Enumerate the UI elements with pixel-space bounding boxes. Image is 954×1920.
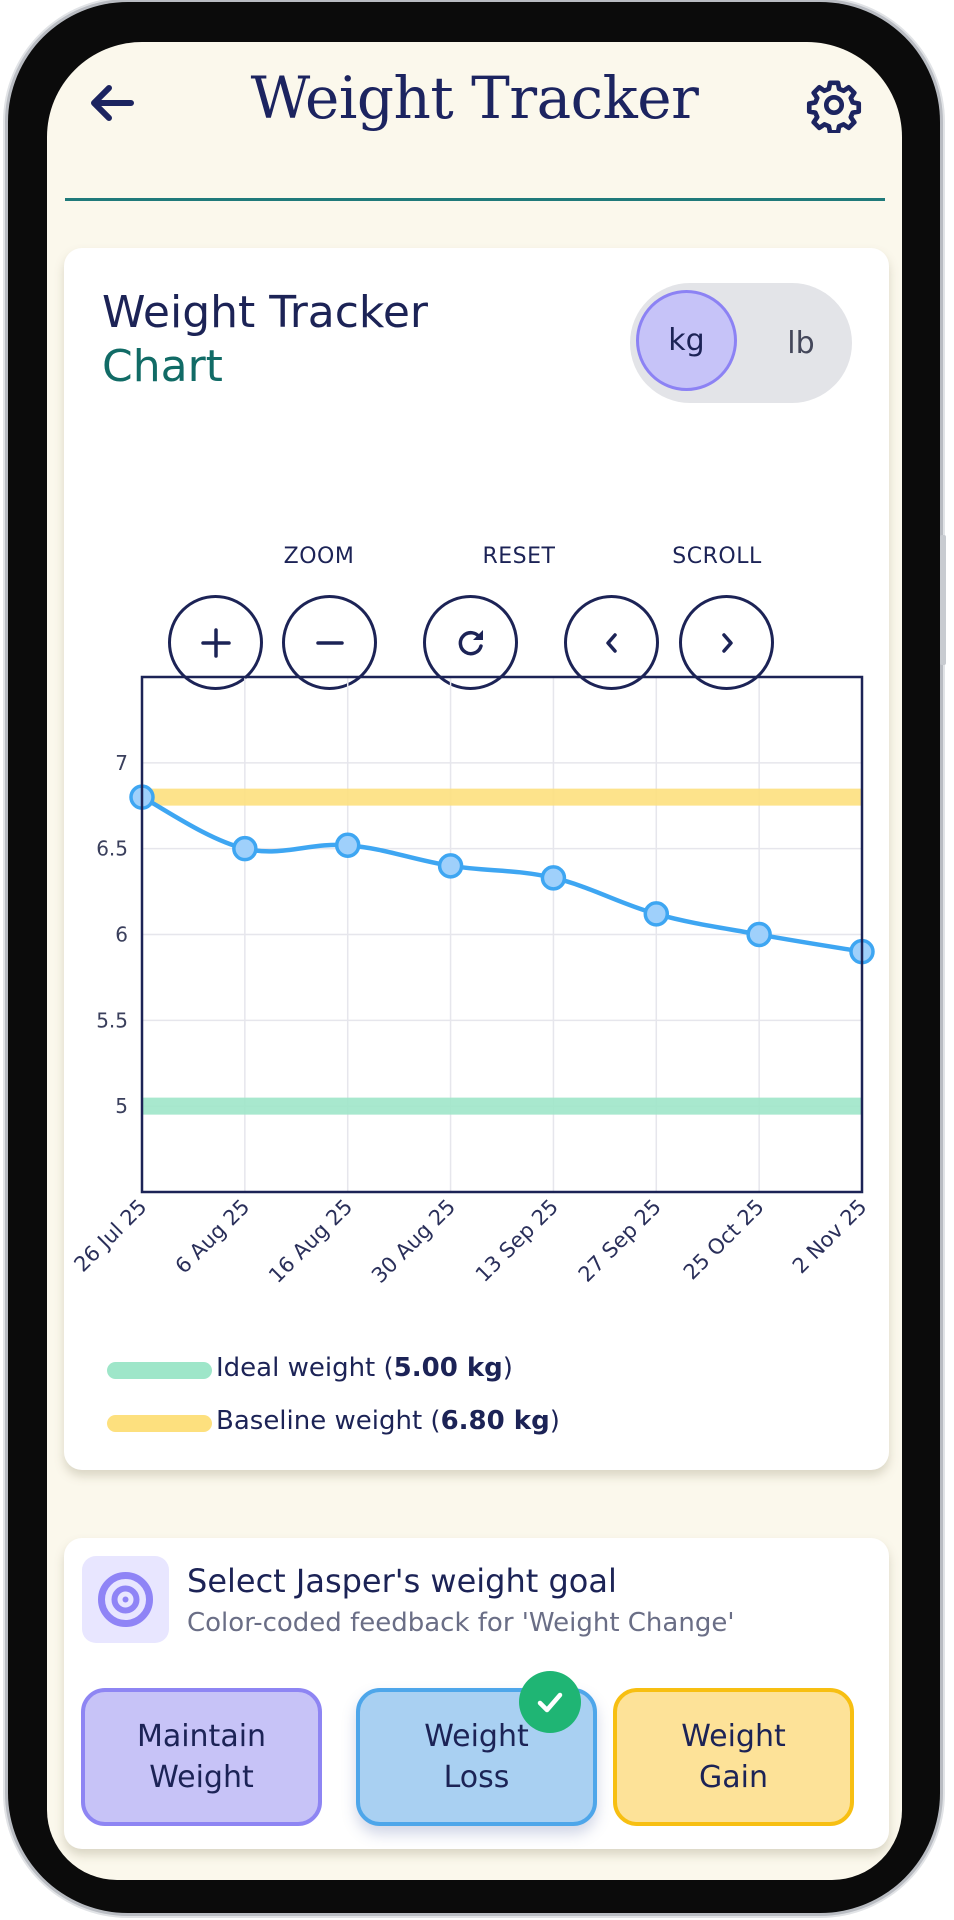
y-tick-label: 6.5 bbox=[96, 837, 128, 861]
data-point[interactable] bbox=[746, 921, 772, 948]
zoom-in-button[interactable] bbox=[168, 595, 263, 690]
scroll-right-button[interactable] bbox=[679, 595, 774, 690]
chart-subtitle: Chart bbox=[102, 341, 223, 392]
reset-button[interactable] bbox=[423, 595, 518, 690]
legend-baseline: Baseline weight (6.80 kg) bbox=[216, 1406, 560, 1436]
goal-title: Select Jasper's weight goal bbox=[187, 1562, 617, 1600]
data-point[interactable] bbox=[437, 853, 464, 879]
chevron-right-icon bbox=[721, 632, 733, 653]
zoom-label: ZOOM bbox=[283, 544, 355, 569]
chevron-left-icon bbox=[605, 632, 617, 653]
refresh-icon bbox=[458, 629, 483, 655]
minus-icon bbox=[315, 640, 344, 645]
y-tick-label: 5.5 bbox=[96, 1008, 128, 1032]
back-button[interactable] bbox=[87, 78, 137, 128]
chart-card: Weight Tracker Chart kg lb ZOOM RESET SC… bbox=[64, 248, 889, 1470]
plus-icon bbox=[200, 627, 231, 658]
weight-gain-button[interactable]: Weight Gain bbox=[613, 1688, 854, 1826]
weight-loss-button[interactable]: Weight Loss bbox=[356, 1688, 597, 1826]
plot-frame bbox=[140, 675, 864, 1194]
phone-side-button bbox=[940, 535, 946, 665]
unit-toggle[interactable]: kg lb bbox=[630, 283, 852, 403]
legend-swatch-ideal bbox=[107, 1362, 212, 1379]
x-tick-label: 27 Sep 25 bbox=[574, 1195, 666, 1287]
x-tick-label: 26 Jul 25 bbox=[69, 1195, 151, 1277]
gear-icon bbox=[806, 80, 862, 135]
check-icon bbox=[537, 1692, 563, 1713]
goal-subtitle: Color-coded feedback for 'Weight Change' bbox=[187, 1608, 735, 1638]
scroll-left-button[interactable] bbox=[564, 595, 659, 690]
weight-line-chart[interactable]: 5 5.5 6 6.5 7 26 Jul 25 6 Aug 25 16 Aug 25 30 Au… bbox=[64, 248, 889, 1308]
header-divider bbox=[65, 198, 885, 201]
unit-option-kg[interactable]: kg bbox=[636, 290, 737, 391]
data-point[interactable] bbox=[643, 901, 670, 927]
reset-label: RESET bbox=[482, 544, 556, 569]
y-tick-label: 5 bbox=[115, 1094, 128, 1118]
app-screen: Weight Tracker Weight Tracker Chart kg l… bbox=[47, 42, 902, 1880]
x-tick-label: 16 Aug 25 bbox=[264, 1195, 357, 1288]
target-icon bbox=[98, 1572, 153, 1627]
zoom-out-button[interactable] bbox=[282, 595, 377, 690]
weight-goal-card: Select Jasper's weight goal Color-coded … bbox=[64, 1538, 889, 1849]
arrow-left-icon bbox=[91, 85, 134, 121]
page-title: Weight Tracker bbox=[250, 64, 699, 132]
option-label-line2: Loss bbox=[443, 1760, 510, 1795]
settings-button[interactable] bbox=[806, 77, 862, 135]
data-point[interactable] bbox=[334, 832, 361, 858]
goal-icon-box bbox=[82, 1556, 169, 1643]
option-label-line1: Weight bbox=[424, 1719, 529, 1754]
x-tick-label: 6 Aug 25 bbox=[171, 1195, 255, 1279]
option-label-line2: Gain bbox=[699, 1760, 768, 1795]
unit-option-lb[interactable]: lb bbox=[787, 325, 815, 361]
data-point[interactable] bbox=[540, 865, 567, 891]
scroll-label: SCROLL bbox=[672, 544, 762, 569]
y-tick-label: 7 bbox=[115, 751, 128, 775]
y-tick-label: 6 bbox=[115, 923, 128, 947]
maintain-weight-button[interactable]: Maintain Weight bbox=[81, 1688, 322, 1826]
x-tick-label: 25 Oct 25 bbox=[679, 1195, 769, 1285]
option-label-line2: Weight bbox=[149, 1760, 254, 1795]
x-tick-label: 13 Sep 25 bbox=[471, 1195, 563, 1287]
selected-badge bbox=[519, 1671, 581, 1733]
legend-swatch-baseline bbox=[107, 1415, 212, 1432]
data-point[interactable] bbox=[232, 835, 258, 862]
option-label-line1: Weight bbox=[681, 1719, 786, 1754]
x-tick-label: 2 Nov 25 bbox=[788, 1195, 872, 1279]
option-label-line1: Maintain bbox=[136, 1719, 267, 1754]
legend-ideal: Ideal weight (5.00 kg) bbox=[216, 1353, 513, 1383]
x-tick-label: 30 Aug 25 bbox=[367, 1195, 460, 1288]
chart-title: Weight Tracker bbox=[102, 287, 429, 338]
